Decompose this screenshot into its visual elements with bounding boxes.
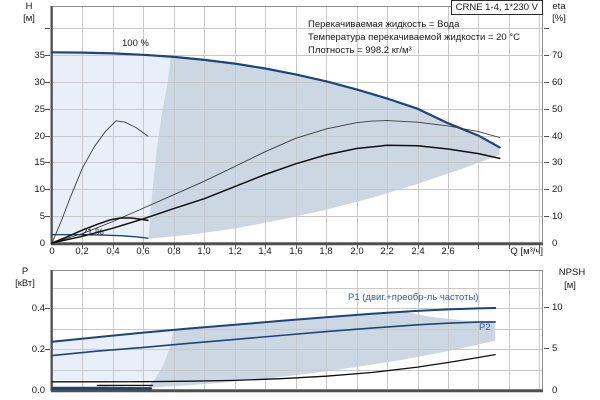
y-left-tick-label: 35: [34, 50, 45, 61]
y-right-tick-label: 0: [552, 238, 558, 249]
x-tick-label: 2,6: [441, 246, 455, 257]
x-tick-label: 2,2: [380, 246, 394, 257]
info-line-temperature: Температура перекачиваемой жидкости = 20…: [308, 32, 520, 43]
y-right-tick-label: 40: [552, 131, 563, 142]
y-left-tick-label: 0.0: [31, 385, 45, 396]
power-npsh-chart-gridlines: [52, 270, 543, 390]
eta-pump-curve-21pct: [51, 120, 149, 244]
y-left-tick-label: 15: [34, 157, 45, 168]
power-npsh-chart: [45, 270, 549, 393]
y-left-tick-label: 0: [39, 238, 45, 249]
x-tick-label: 0,6: [136, 246, 150, 257]
eta-total-curve-100pct: [51, 144, 501, 244]
pump-curve-100pct: [50, 51, 501, 149]
y-axis-unit-efficiency: [%]: [552, 13, 566, 24]
y-axis-title-efficiency: eta: [552, 1, 566, 12]
y-axis-unit-npsh: [м]: [564, 280, 576, 291]
y-right-tick-label: 0: [552, 385, 558, 396]
power-npsh-chart-tick-marks: [45, 307, 549, 350]
x-tick-label: 1,4: [258, 246, 272, 257]
speed-label-100pct: 100 %: [122, 38, 149, 49]
x-tick-label: 1,6: [289, 246, 303, 257]
y-right-tick-label: 10: [552, 211, 563, 222]
speed-envelope-dark: [147, 56, 500, 239]
speed-label-21pct: 21 %: [82, 227, 104, 238]
y-axis-title-npsh: NPSH: [558, 267, 586, 278]
x-tick-label: 2,0: [350, 246, 364, 257]
speed-envelope-light: [52, 52, 171, 238]
head-efficiency-chart-gridlines: [52, 6, 543, 243]
y-right-tick-label: 70: [552, 50, 563, 61]
curve-label-p1: P1 (двиг.+преобр-ль частоты): [348, 292, 479, 303]
p1-curve-100pct: [51, 307, 497, 343]
y-left-tick-label: 0.2: [31, 344, 45, 355]
y-axis-title-power: P: [21, 266, 29, 277]
info-line-fluid: Перекачиваемая жидкость = Вода: [308, 19, 460, 30]
power-envelope-light: [52, 329, 174, 381]
eta-total-curve-21pct: [51, 217, 149, 244]
y-right-tick-label: 10: [552, 302, 563, 313]
y-right-tick-label: 30: [552, 157, 563, 168]
x-tick-label: 1,2: [228, 246, 242, 257]
y-left-tick-label: 5: [39, 211, 45, 222]
y-left-tick-label: 25: [34, 104, 45, 115]
x-tick-label: 1,0: [197, 246, 211, 257]
head-efficiency-chart-tick-marks: [45, 28, 549, 249]
x-tick-label: 2,4: [411, 246, 425, 257]
y-right-tick-label: 5: [552, 343, 558, 354]
y-left-tick-label: 0.4: [31, 303, 45, 314]
y-right-tick-label: 60: [552, 77, 563, 88]
y-axis-unit-head: [м]: [23, 13, 35, 24]
y-left-tick-label: 10: [34, 184, 45, 195]
y-left-tick-label: 30: [34, 77, 45, 88]
y-right-tick-label: 50: [552, 104, 563, 115]
x-tick-label: 1,8: [319, 246, 333, 257]
y-axis-unit-power: [кВт]: [15, 278, 35, 289]
x-tick-label: 0,4: [106, 246, 120, 257]
eta-pump-curve-100pct: [51, 120, 501, 244]
npsh-curve: [51, 353, 496, 383]
info-line-density: Плотность = 998.2 кг/м³: [308, 45, 412, 56]
head-efficiency-chart: [45, 6, 549, 249]
curve-label-p2: P2: [479, 322, 491, 333]
y-right-tick-label: 20: [552, 184, 563, 195]
p2-curve-100pct: [51, 321, 496, 357]
x-tick-label: 0: [49, 246, 55, 257]
x-axis-title-flow: Q [м³/ч]: [510, 246, 543, 257]
y-left-tick-label: 20: [34, 131, 45, 142]
pump-model-title: CRNE 1-4, 1*230 V: [450, 0, 543, 15]
y-axis-title-head: H: [25, 1, 33, 12]
x-tick-label: 0,8: [167, 246, 181, 257]
x-tick-label: 0,2: [75, 246, 89, 257]
